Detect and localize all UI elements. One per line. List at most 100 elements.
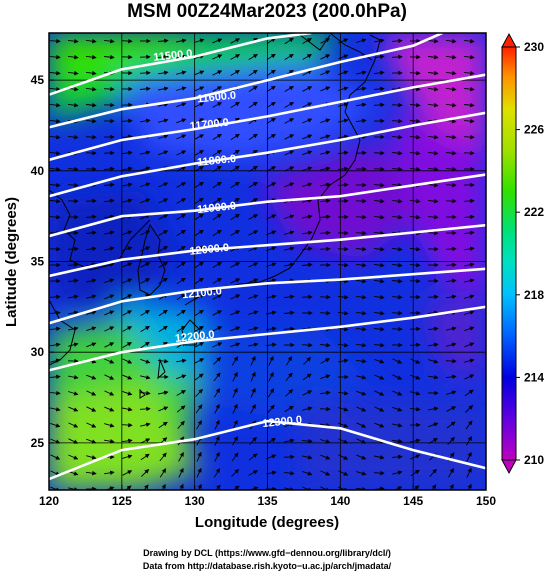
- wind-arrow: [448, 468, 454, 478]
- wind-arrow: [67, 278, 79, 284]
- wind-arrow: [283, 246, 295, 251]
- x-tick-label: 120: [39, 494, 59, 508]
- wind-arrow: [140, 246, 151, 252]
- wind-arrow: [86, 406, 97, 412]
- wind-arrow: [427, 182, 439, 188]
- wind-arrow: [176, 150, 187, 156]
- contour-label: 12200.0: [174, 329, 215, 345]
- wind-arrow: [302, 470, 313, 476]
- wind-arrow: [103, 182, 115, 188]
- wind-arrow: [409, 150, 421, 156]
- wind-arrow: [140, 214, 151, 220]
- wind-arrow: [373, 182, 385, 188]
- wind-arrow: [248, 101, 258, 109]
- wind-arrow: [427, 102, 439, 108]
- height-contours: 11500.0 11600.0 11700.0 11800.0 11900.0 12000…: [49, 33, 486, 481]
- wind-arrow: [464, 246, 475, 252]
- wind-arrow: [356, 454, 367, 460]
- wind-arrow: [194, 342, 205, 348]
- wind-arrow: [284, 438, 295, 443]
- wind-arrow: [232, 436, 238, 446]
- wind-arrow: [391, 166, 403, 172]
- wind-arrow: [391, 262, 403, 268]
- wind-arrow: [230, 342, 241, 348]
- wind-arrow: [104, 310, 115, 316]
- wind-arrow: [212, 38, 223, 44]
- wind-arrow: [212, 54, 223, 60]
- plot-area: 11500.0 11600.0 11700.0 11800.0 11900.0 12000…: [49, 33, 486, 490]
- x-tick-label: 130: [185, 494, 205, 508]
- colorbar: 210 214 218 222 226 230: [501, 32, 544, 475]
- wind-arrow: [302, 390, 313, 396]
- wind-arrow: [391, 454, 403, 460]
- wind-arrow: [283, 470, 295, 476]
- wind-arrow: [320, 38, 331, 44]
- wind-arrow: [194, 358, 205, 364]
- wind-arrow: [266, 182, 277, 188]
- wind-arrow: [248, 85, 258, 93]
- wind-arrow: [283, 326, 295, 332]
- wind-arrow: [104, 438, 115, 444]
- wind-arrow: [392, 423, 403, 428]
- wind-arrow: [158, 118, 169, 123]
- wind-arrow: [338, 134, 349, 139]
- wind-arrow: [196, 420, 202, 430]
- wind-arrow: [373, 470, 385, 476]
- wind-arrow: [464, 326, 475, 332]
- wind-arrow: [158, 309, 168, 317]
- wind-arrow: [337, 342, 349, 348]
- wind-arrow: [140, 326, 150, 332]
- wind-arrow: [446, 421, 456, 429]
- wind-arrow: [104, 374, 115, 380]
- wind-arrow: [250, 355, 256, 366]
- wind-arrow: [232, 403, 238, 414]
- wind-arrow: [158, 86, 169, 91]
- wind-arrow: [86, 262, 97, 267]
- contour-line: [49, 223, 486, 278]
- wind-arrow: [121, 150, 133, 156]
- wind-arrow: [429, 468, 437, 477]
- wind-arrow: [391, 198, 403, 204]
- wind-arrow: [392, 358, 403, 364]
- wind-arrow: [212, 278, 222, 284]
- contour-label: 12100.0: [182, 285, 223, 301]
- wind-arrow: [104, 358, 115, 364]
- wind-arrow: [266, 37, 276, 45]
- wind-arrow: [121, 438, 133, 444]
- wind-arrow: [464, 262, 475, 267]
- wind-arrow: [302, 134, 313, 140]
- wind-arrow: [427, 54, 439, 60]
- wind-arrow: [67, 70, 79, 76]
- wind-arrow: [122, 166, 133, 171]
- wind-arrow: [176, 390, 186, 396]
- wind-arrow: [445, 326, 457, 331]
- wind-arrow: [338, 102, 349, 107]
- wind-arrow: [50, 486, 61, 490]
- wind-arrow: [267, 388, 275, 398]
- y-tick-label: 35: [31, 255, 45, 269]
- wind-arrow: [212, 118, 222, 124]
- wind-arrow: [427, 230, 439, 236]
- wind-arrow: [355, 118, 367, 124]
- wind-arrow: [85, 54, 97, 60]
- wind-arrow: [449, 483, 454, 490]
- wind-arrow: [355, 278, 367, 284]
- wind-arrow: [176, 38, 187, 43]
- wind-arrow: [285, 389, 294, 397]
- wind-arrow: [124, 485, 132, 490]
- wind-arrow: [230, 38, 241, 44]
- coastline-sakhalin: [299, 34, 331, 51]
- wind-arrow: [250, 371, 256, 382]
- wind-arrow: [467, 483, 472, 490]
- contour-label: 12000.0: [189, 242, 230, 258]
- contour-line: [49, 173, 486, 238]
- wind-arrow: [374, 422, 385, 428]
- wind-arrow: [176, 102, 187, 108]
- wind-arrow: [196, 467, 202, 478]
- wind-arrow: [139, 390, 151, 396]
- wind-arrow: [194, 277, 204, 285]
- wind-arrow: [49, 70, 61, 76]
- contour-label: 11500.0: [153, 48, 193, 64]
- wind-arrow: [104, 486, 115, 490]
- contour-line: [49, 33, 443, 129]
